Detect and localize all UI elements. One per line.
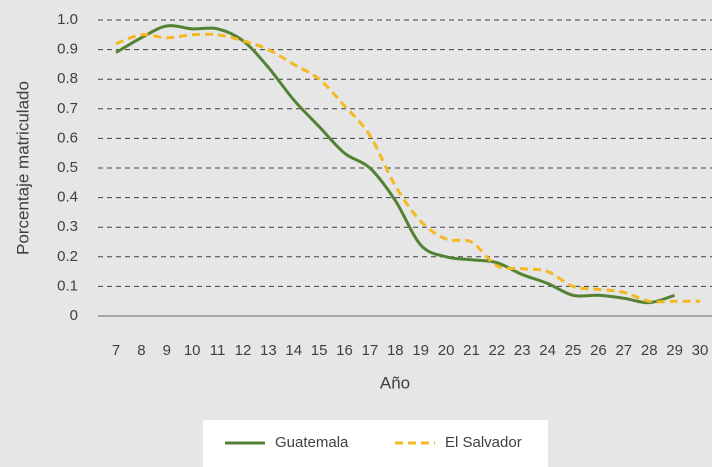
x-tick-label: 10 <box>184 342 201 359</box>
x-tick-label: 18 <box>387 342 404 359</box>
x-tick-label: 23 <box>514 342 531 359</box>
x-tick-label: 24 <box>539 342 556 359</box>
x-tick-label: 17 <box>362 342 379 359</box>
x-tick-label: 14 <box>285 342 302 359</box>
x-tick-label: 8 <box>137 342 145 359</box>
y-axis-label: Porcentaje matriculado <box>13 81 32 255</box>
x-tick-label: 20 <box>438 342 455 359</box>
x-tick-label: 19 <box>412 342 429 359</box>
legend-label: Guatemala <box>275 434 349 451</box>
x-tick-label: 9 <box>163 342 171 359</box>
y-tick-label: 0.3 <box>57 218 78 235</box>
x-tick-label: 27 <box>615 342 632 359</box>
x-tick-label: 25 <box>565 342 582 359</box>
series-line <box>115 32 700 304</box>
y-tick-label: 0.6 <box>57 129 78 146</box>
y-tick-label: 0.5 <box>57 159 78 176</box>
y-tick-label: 0.2 <box>57 248 78 265</box>
y-tick-label: 0.4 <box>57 189 78 206</box>
x-tick-label: 13 <box>260 342 277 359</box>
x-tick-label: 11 <box>210 342 226 359</box>
x-tick-label: 7 <box>112 342 120 359</box>
series-line <box>115 24 676 305</box>
x-tick-label: 16 <box>336 342 353 359</box>
x-tick-label: 15 <box>311 342 328 359</box>
x-axis-label: Año <box>380 373 410 392</box>
x-tick-label: 28 <box>641 342 658 359</box>
x-tick-label: 30 <box>692 342 709 359</box>
legend-label: El Salvador <box>445 434 522 451</box>
y-tick-label: 0.7 <box>57 100 78 117</box>
y-tick-label: 1.0 <box>57 11 78 28</box>
y-tick-label: 0.8 <box>57 70 78 87</box>
x-tick-label: 12 <box>235 342 252 359</box>
x-tick-label: 21 <box>463 342 480 359</box>
x-tick-label: 22 <box>489 342 506 359</box>
y-tick-label: 0.1 <box>57 277 78 294</box>
x-tick-label: 29 <box>666 342 683 359</box>
y-tick-label: 0 <box>70 307 78 324</box>
y-tick-label: 0.9 <box>57 41 78 58</box>
x-tick-label: 26 <box>590 342 607 359</box>
